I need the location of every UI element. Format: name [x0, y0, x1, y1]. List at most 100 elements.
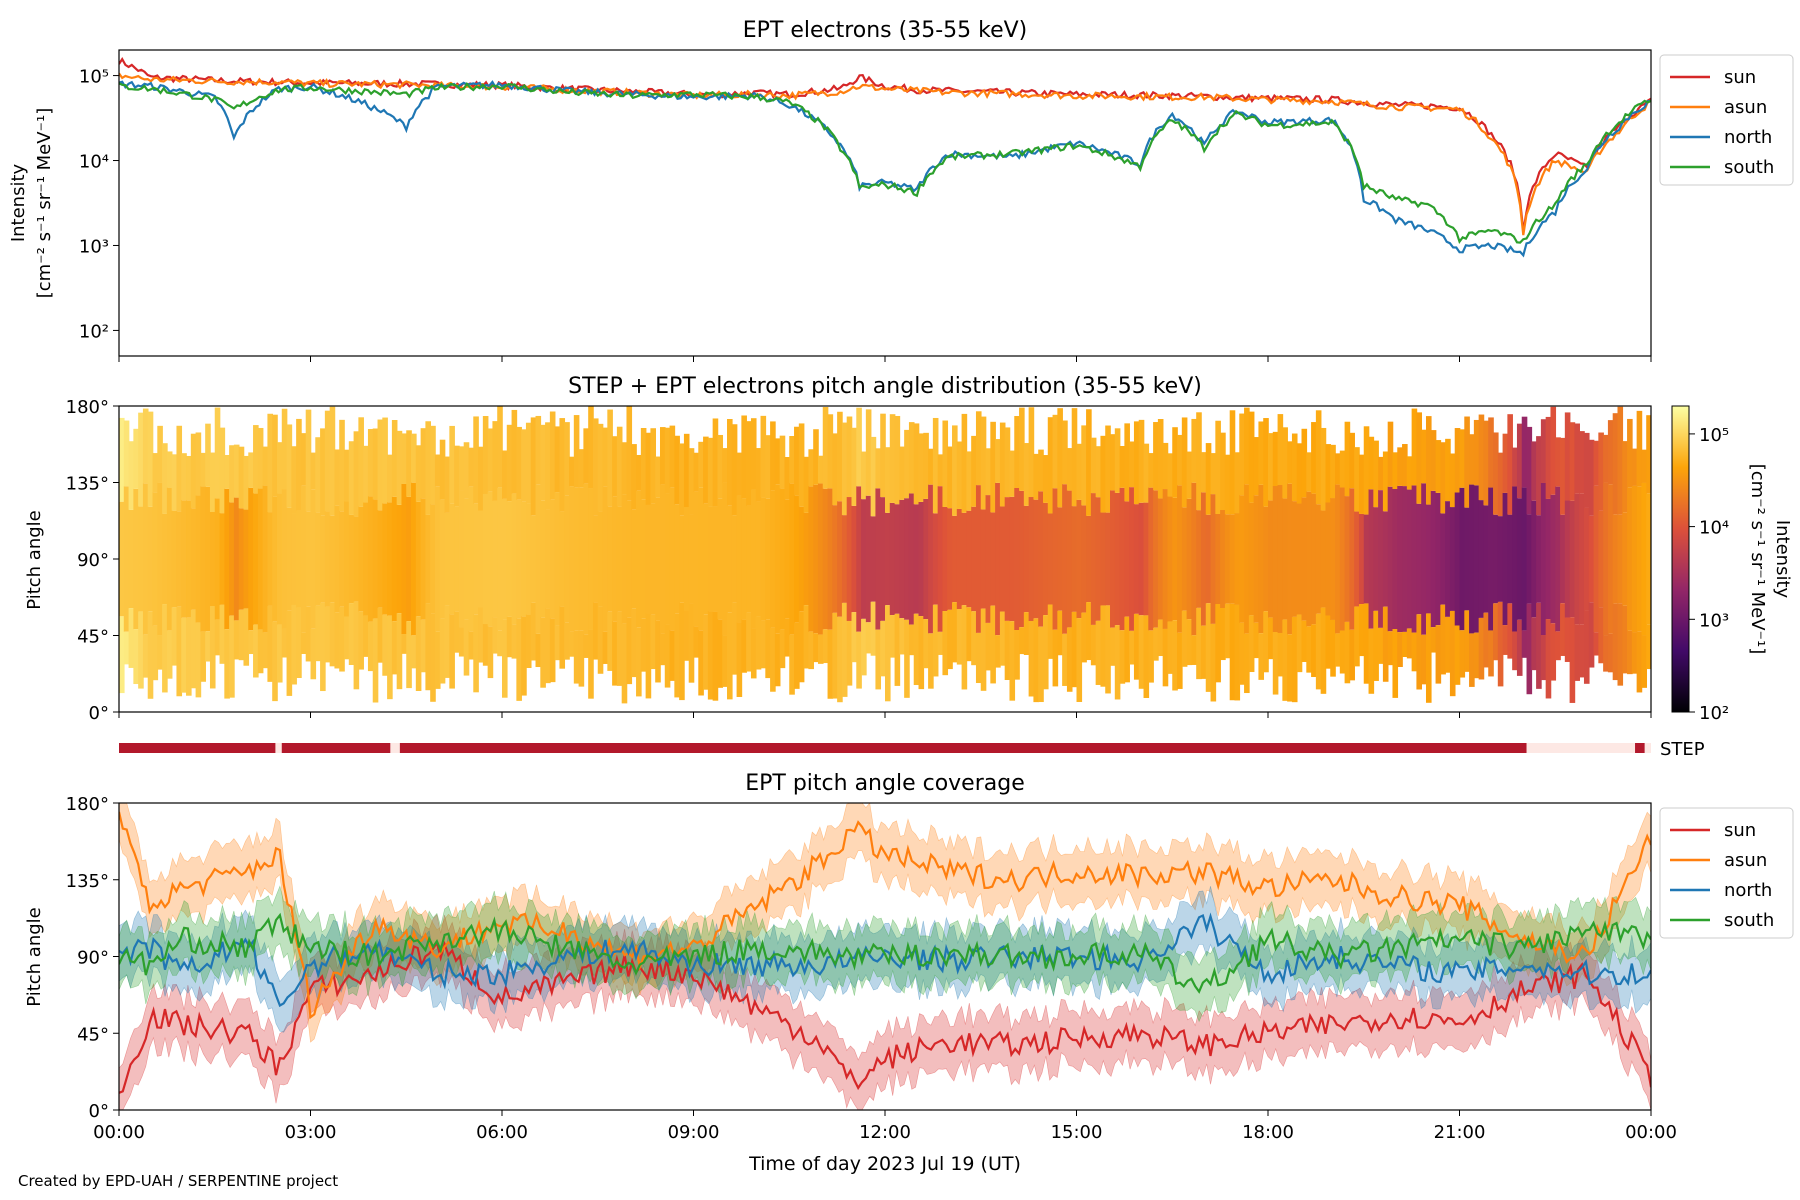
- bottom-ytick-label: 90°: [77, 948, 109, 969]
- heatmap-cell: [1076, 499, 1083, 619]
- heatmap-cell: [985, 448, 992, 496]
- heatmap-cell: [990, 421, 996, 513]
- heatmap-cell: [1536, 436, 1542, 516]
- heatmap-cell: [1330, 619, 1336, 677]
- heatmap-cell: [1454, 492, 1461, 626]
- heatmap-cell: [1402, 444, 1408, 487]
- heatmap-cell: [578, 487, 585, 631]
- heatmap-cell: [851, 505, 858, 613]
- heatmap-cell: [200, 452, 206, 487]
- heatmap-cell: [478, 510, 484, 608]
- step-coverage-band: [119, 743, 1651, 753]
- heatmap-cell: [659, 427, 666, 485]
- heatmap-cell: [813, 633, 819, 663]
- heatmap-cell: [636, 454, 642, 491]
- series-line-asun: [119, 72, 1651, 236]
- heatmap-cell: [794, 426, 800, 496]
- heatmap-cell: [784, 456, 791, 500]
- heatmap-cell: [506, 424, 513, 502]
- heatmap-cell: [1220, 510, 1226, 608]
- heatmap-cell: [990, 605, 996, 684]
- heatmap-cell: [128, 441, 135, 510]
- heatmap-cell: [856, 486, 862, 632]
- heatmap-cell: [382, 614, 388, 676]
- heatmap-cell: [1397, 447, 1403, 486]
- heatmap-cell: [1268, 617, 1274, 660]
- heatmap-cell: [449, 425, 455, 504]
- heatmap-cell: [1239, 495, 1245, 623]
- heatmap-cell: [1397, 485, 1403, 633]
- heatmap-cell: [588, 488, 594, 630]
- heatmap-cell: [1449, 507, 1456, 611]
- heatmap-cell: [1181, 610, 1188, 667]
- heatmap-cell: [1425, 613, 1432, 703]
- heatmap-cell: [1244, 633, 1250, 694]
- heatmap-cell: [1038, 491, 1044, 627]
- heatmap-cell: [1507, 414, 1513, 515]
- top-legend: sun asun north south: [1659, 54, 1794, 186]
- heatmap-cell: [999, 611, 1006, 666]
- heatmap-cell: [636, 627, 642, 697]
- heatmap-cell: [923, 619, 929, 669]
- heatmap-cell: [281, 489, 288, 629]
- heatmap-cell: [904, 498, 910, 620]
- heatmap-cell: [339, 511, 345, 607]
- heatmap-cell: [1301, 497, 1308, 621]
- legend-label-south: south: [1724, 157, 1774, 178]
- heatmap-cell: [1598, 607, 1604, 664]
- heatmap-cell: [138, 611, 144, 689]
- heatmap-cell: [1497, 601, 1504, 687]
- heatmap-cell: [119, 501, 125, 617]
- heatmap-cell: [138, 412, 144, 507]
- heatmap-cell: [1335, 633, 1341, 667]
- heatmap-cell: [1540, 635, 1547, 681]
- coverage-line-north: [119, 912, 1651, 1008]
- heatmap-cell: [703, 503, 709, 615]
- heatmap-cell: [707, 611, 714, 700]
- heatmap-cell: [1593, 485, 1600, 633]
- heatmap-cell: [1090, 437, 1097, 494]
- heatmap-cell: [1569, 422, 1576, 501]
- heatmap-cell: [415, 445, 422, 502]
- heatmap-cell: [1402, 631, 1408, 658]
- heatmap-cell: [1172, 620, 1178, 691]
- heatmap-cell: [908, 493, 915, 625]
- heatmap-cell: [1526, 426, 1533, 515]
- heatmap-cell: [1622, 441, 1628, 513]
- heatmap-cell: [209, 452, 216, 512]
- bottom-xtick-label: 00:00: [93, 1122, 145, 1143]
- heatmap-cell: [971, 611, 977, 666]
- heatmap-cell: [262, 485, 269, 633]
- heatmap-cell: [1368, 436, 1375, 490]
- heatmap-cell: [1512, 631, 1518, 671]
- coverage-line-asun: [119, 811, 1651, 1020]
- heatmap-cell: [851, 427, 858, 506]
- heatmap-cell: [415, 616, 422, 691]
- heatmap-cell: [205, 486, 211, 632]
- heatmap-cell: [602, 427, 609, 487]
- heatmap-cell: [1344, 496, 1351, 622]
- heatmap-cell: [291, 604, 297, 685]
- heatmap-cell: [157, 425, 163, 483]
- heatmap-cell: [1339, 450, 1346, 488]
- heatmap-cell: [1148, 487, 1154, 631]
- heatmap-cell: [975, 485, 982, 633]
- heatmap-cell: [296, 510, 302, 608]
- heatmap-cell: [650, 503, 656, 615]
- heatmap-cell: [1425, 504, 1432, 614]
- heatmap-cell: [497, 406, 503, 488]
- heatmap-cell: [880, 413, 886, 498]
- heatmap-cell: [1268, 433, 1274, 501]
- heatmap-cell: [698, 487, 704, 631]
- heatmap-cell: [1646, 415, 1651, 494]
- heatmap-cell: [1306, 452, 1312, 492]
- heatmap-cell: [885, 605, 891, 702]
- heatmap-cell: [1066, 490, 1073, 628]
- heatmap-cell: [516, 426, 522, 500]
- heatmap-cell: [750, 628, 757, 679]
- heatmap-cell: [473, 503, 479, 615]
- heatmap-cell: [755, 448, 762, 502]
- heatmap-cell: [975, 632, 982, 684]
- heatmap-cell: [875, 448, 882, 489]
- heatmap-cell: [1229, 603, 1236, 701]
